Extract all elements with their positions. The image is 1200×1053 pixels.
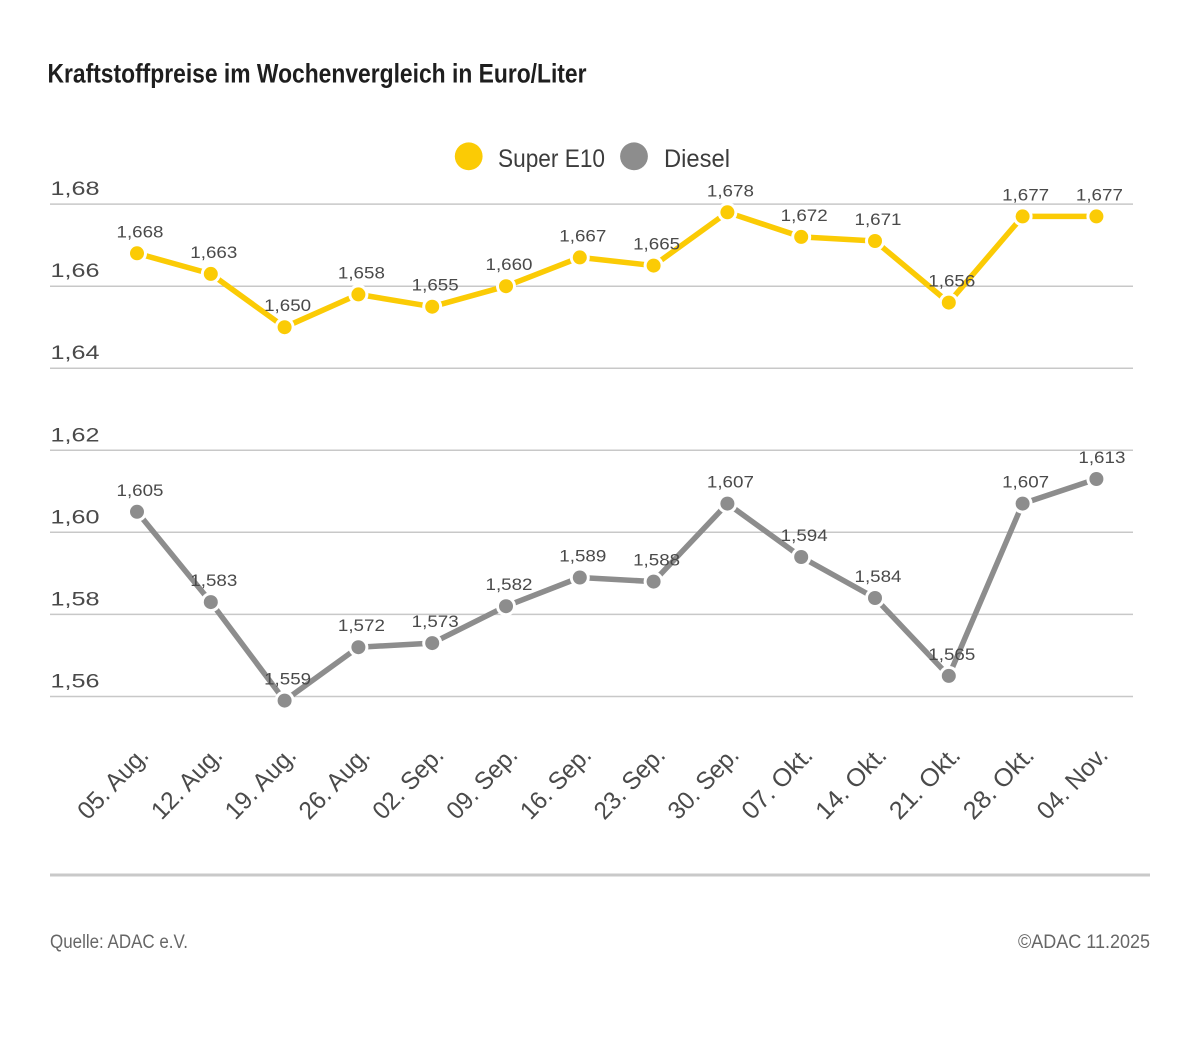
svg-text:1,668: 1,668: [117, 222, 164, 241]
svg-text:1,584: 1,584: [855, 567, 902, 586]
svg-text:1,667: 1,667: [559, 226, 606, 245]
svg-text:1,607: 1,607: [707, 473, 754, 492]
svg-text:1,582: 1,582: [486, 575, 533, 594]
svg-text:1,671: 1,671: [855, 210, 902, 229]
svg-text:Super E10: Super E10: [498, 145, 605, 173]
svg-text:1,583: 1,583: [190, 571, 237, 590]
svg-text:1,58: 1,58: [51, 589, 100, 610]
svg-text:1,588: 1,588: [633, 551, 680, 570]
svg-text:1,658: 1,658: [338, 263, 385, 282]
svg-text:©ADAC 11.2025: ©ADAC 11.2025: [1018, 931, 1150, 953]
svg-text:1,672: 1,672: [781, 206, 828, 225]
svg-text:1,573: 1,573: [412, 612, 459, 631]
svg-text:1,655: 1,655: [412, 276, 459, 295]
svg-text:1,68: 1,68: [51, 179, 100, 200]
svg-text:1,677: 1,677: [1002, 185, 1049, 204]
svg-text:1,613: 1,613: [1078, 448, 1125, 467]
svg-text:1,56: 1,56: [51, 672, 100, 693]
svg-text:Quelle: ADAC e.V.: Quelle: ADAC e.V.: [50, 931, 188, 953]
svg-text:1,656: 1,656: [928, 272, 975, 291]
svg-text:1,565: 1,565: [928, 645, 975, 664]
svg-text:Kraftstoffpreise im Wochenverg: Kraftstoffpreise im Wochenvergleich in E…: [48, 59, 587, 89]
svg-text:1,60: 1,60: [51, 507, 100, 528]
svg-text:1,663: 1,663: [190, 243, 237, 262]
svg-text:1,677: 1,677: [1076, 185, 1123, 204]
svg-text:1,678: 1,678: [707, 181, 754, 200]
svg-text:1,650: 1,650: [264, 296, 311, 315]
svg-text:Diesel: Diesel: [664, 145, 730, 173]
svg-text:1,572: 1,572: [338, 616, 385, 635]
svg-text:1,62: 1,62: [51, 425, 100, 446]
svg-text:1,605: 1,605: [117, 481, 164, 500]
svg-text:1,66: 1,66: [51, 261, 100, 282]
svg-text:1,660: 1,660: [486, 255, 533, 274]
svg-text:1,64: 1,64: [51, 343, 101, 364]
svg-text:1,559: 1,559: [264, 670, 311, 689]
svg-text:1,589: 1,589: [559, 547, 606, 566]
svg-text:1,665: 1,665: [633, 235, 680, 254]
svg-text:1,594: 1,594: [781, 526, 828, 545]
svg-text:1,607: 1,607: [1002, 473, 1049, 492]
